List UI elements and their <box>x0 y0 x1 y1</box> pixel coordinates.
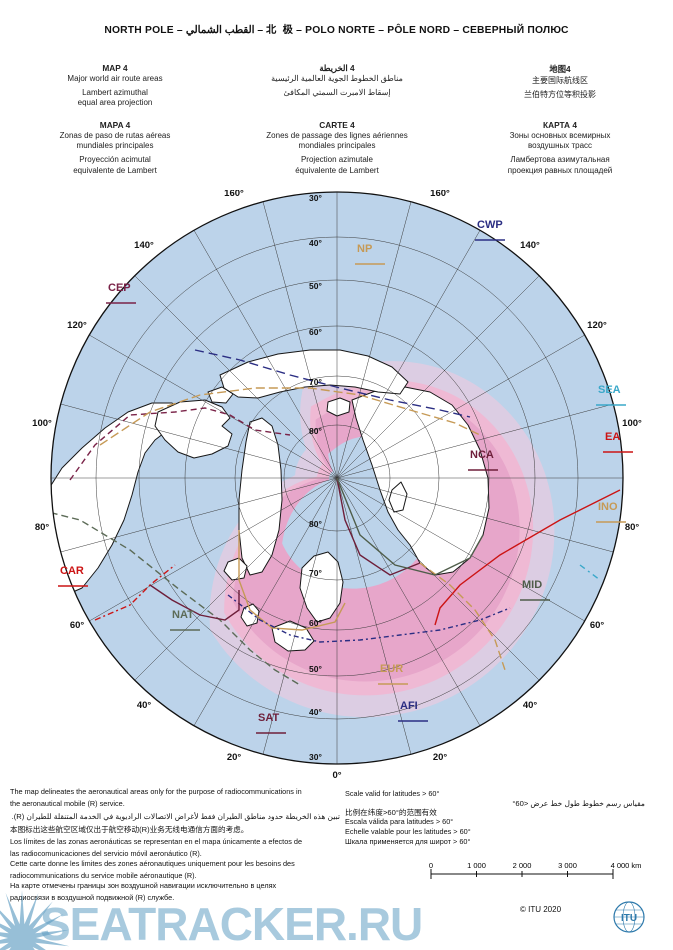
svg-text:120°: 120° <box>587 320 607 331</box>
svg-text:100°: 100° <box>32 418 52 429</box>
svg-text:40°: 40° <box>523 700 538 711</box>
svg-text:70°: 70° <box>309 377 322 387</box>
svg-text:80°: 80° <box>35 522 50 533</box>
svg-text:30°: 30° <box>309 193 322 203</box>
svg-text:ITU: ITU <box>621 913 637 924</box>
svg-text:50°: 50° <box>309 281 322 291</box>
svg-text:80°: 80° <box>309 426 322 436</box>
svg-text:SEA: SEA <box>598 384 621 396</box>
svg-text:1 000: 1 000 <box>467 862 486 870</box>
svg-text:AFI: AFI <box>400 700 418 712</box>
svg-text:100°: 100° <box>622 418 642 429</box>
svg-text:NAT: NAT <box>172 609 194 621</box>
svg-text:EUR: EUR <box>380 663 403 675</box>
svg-text:60°: 60° <box>309 618 322 628</box>
svg-text:140°: 140° <box>520 240 540 251</box>
svg-text:40°: 40° <box>137 700 152 711</box>
svg-text:2 000: 2 000 <box>513 862 532 870</box>
svg-text:SEATRACKER.RU: SEATRACKER.RU <box>40 898 422 950</box>
svg-text:80°: 80° <box>309 519 322 529</box>
svg-text:0°: 0° <box>332 770 341 781</box>
svg-text:60°: 60° <box>590 620 605 631</box>
svg-text:20°: 20° <box>227 752 242 763</box>
svg-text:60°: 60° <box>309 327 322 337</box>
svg-text:60°: 60° <box>70 620 85 631</box>
svg-text:CWP: CWP <box>477 219 503 231</box>
svg-text:0: 0 <box>429 862 433 870</box>
svg-text:4 000 km: 4 000 km <box>611 862 642 870</box>
svg-text:40°: 40° <box>309 707 322 717</box>
svg-text:80°: 80° <box>625 522 640 533</box>
svg-text:MID: MID <box>522 579 542 591</box>
svg-text:70°: 70° <box>309 568 322 578</box>
svg-text:NCA: NCA <box>470 449 494 461</box>
svg-text:140°: 140° <box>134 240 154 251</box>
svg-text:120°: 120° <box>67 320 87 331</box>
svg-text:20°: 20° <box>433 752 448 763</box>
svg-text:SAT: SAT <box>258 712 279 724</box>
svg-text:160°: 160° <box>224 190 244 199</box>
svg-text:NP: NP <box>357 243 372 255</box>
svg-text:CEP: CEP <box>108 282 131 294</box>
svg-text:EA: EA <box>605 431 620 443</box>
svg-text:30°: 30° <box>309 752 322 762</box>
svg-text:INO: INO <box>598 501 618 513</box>
svg-text:160°: 160° <box>430 190 450 199</box>
svg-text:50°: 50° <box>309 664 322 674</box>
svg-text:40°: 40° <box>309 238 322 248</box>
svg-text:CAR: CAR <box>60 565 84 577</box>
svg-text:3 000: 3 000 <box>558 862 577 870</box>
